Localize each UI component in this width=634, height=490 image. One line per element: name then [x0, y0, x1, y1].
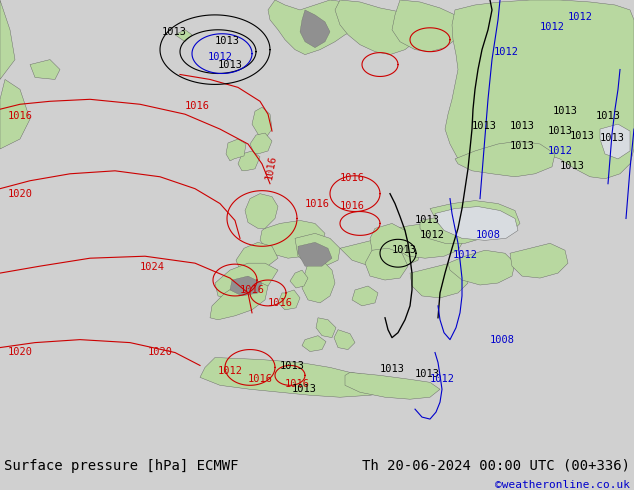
Polygon shape	[200, 358, 400, 397]
Text: ©weatheronline.co.uk: ©weatheronline.co.uk	[495, 480, 630, 490]
Text: 1013: 1013	[600, 133, 625, 143]
Text: 1013: 1013	[596, 111, 621, 121]
Text: Th 20-06-2024 00:00 UTC (00+336): Th 20-06-2024 00:00 UTC (00+336)	[362, 459, 630, 473]
Text: 1013: 1013	[215, 36, 240, 46]
Text: 1013: 1013	[415, 369, 440, 379]
Polygon shape	[435, 207, 518, 240]
Polygon shape	[226, 139, 246, 161]
Text: 1016: 1016	[305, 198, 330, 209]
Polygon shape	[0, 79, 30, 149]
Polygon shape	[345, 372, 440, 399]
Text: 1016: 1016	[8, 111, 33, 121]
Text: 1013: 1013	[553, 106, 578, 116]
Polygon shape	[236, 243, 278, 270]
Polygon shape	[210, 280, 268, 320]
Polygon shape	[252, 107, 272, 139]
Text: Surface pressure [hPa] ECMWF: Surface pressure [hPa] ECMWF	[4, 459, 238, 473]
Text: 1016: 1016	[264, 154, 278, 181]
Text: 1020: 1020	[8, 346, 33, 357]
Polygon shape	[268, 0, 360, 54]
Polygon shape	[600, 124, 630, 159]
Polygon shape	[175, 30, 192, 42]
Polygon shape	[448, 250, 515, 285]
Polygon shape	[340, 233, 420, 268]
Polygon shape	[302, 256, 335, 303]
Text: 1012: 1012	[453, 250, 478, 260]
Text: 1013: 1013	[415, 216, 440, 225]
Text: 1012: 1012	[420, 230, 445, 240]
Text: 1013: 1013	[280, 362, 305, 371]
Polygon shape	[290, 270, 308, 288]
Text: 1012: 1012	[548, 146, 573, 156]
Text: 1013: 1013	[162, 27, 187, 37]
Polygon shape	[295, 233, 340, 266]
Polygon shape	[392, 0, 460, 51]
Text: 1016: 1016	[268, 298, 293, 308]
Polygon shape	[510, 244, 568, 278]
Polygon shape	[215, 263, 278, 298]
Text: 1013: 1013	[560, 161, 585, 171]
Text: 1013: 1013	[510, 121, 535, 131]
Polygon shape	[370, 223, 408, 256]
Text: 1024: 1024	[140, 262, 165, 272]
Polygon shape	[278, 290, 300, 310]
Polygon shape	[430, 200, 520, 238]
Text: 1013: 1013	[218, 59, 243, 70]
Polygon shape	[238, 151, 260, 171]
Polygon shape	[420, 211, 488, 244]
Text: 1016: 1016	[340, 200, 365, 211]
Text: 1013: 1013	[472, 121, 497, 131]
Text: 1012: 1012	[568, 12, 593, 22]
Text: 1012: 1012	[430, 374, 455, 384]
Text: 1020: 1020	[8, 189, 33, 198]
Text: 1013: 1013	[570, 131, 595, 141]
Text: 1012: 1012	[494, 47, 519, 57]
Polygon shape	[230, 276, 262, 296]
Polygon shape	[455, 141, 555, 177]
Polygon shape	[335, 0, 420, 54]
Text: 1016: 1016	[240, 285, 265, 295]
Text: 1013: 1013	[510, 141, 535, 151]
Text: 1016: 1016	[285, 379, 310, 389]
Polygon shape	[352, 286, 378, 306]
Text: 1013: 1013	[548, 126, 573, 136]
Polygon shape	[302, 336, 326, 351]
Text: 1016: 1016	[185, 101, 210, 111]
Polygon shape	[250, 133, 272, 154]
Polygon shape	[0, 0, 15, 79]
Text: 1013: 1013	[292, 384, 317, 394]
Polygon shape	[30, 60, 60, 79]
Polygon shape	[365, 248, 408, 280]
Polygon shape	[298, 243, 332, 266]
Polygon shape	[316, 318, 336, 338]
Text: 1013: 1013	[392, 245, 417, 255]
Text: 1008: 1008	[476, 230, 501, 240]
Text: 1013: 1013	[380, 365, 405, 374]
Polygon shape	[334, 330, 355, 349]
Polygon shape	[260, 220, 325, 258]
Text: 1016: 1016	[248, 374, 273, 384]
Text: 1012: 1012	[218, 367, 243, 376]
Polygon shape	[388, 220, 465, 258]
Text: 1008: 1008	[490, 335, 515, 344]
Polygon shape	[300, 10, 330, 48]
Text: 1012: 1012	[540, 22, 565, 32]
Polygon shape	[245, 194, 278, 228]
Text: 1016: 1016	[340, 173, 365, 183]
Text: 1020: 1020	[148, 346, 173, 357]
Polygon shape	[410, 263, 468, 298]
Polygon shape	[445, 0, 634, 179]
Text: 1012: 1012	[208, 51, 233, 62]
